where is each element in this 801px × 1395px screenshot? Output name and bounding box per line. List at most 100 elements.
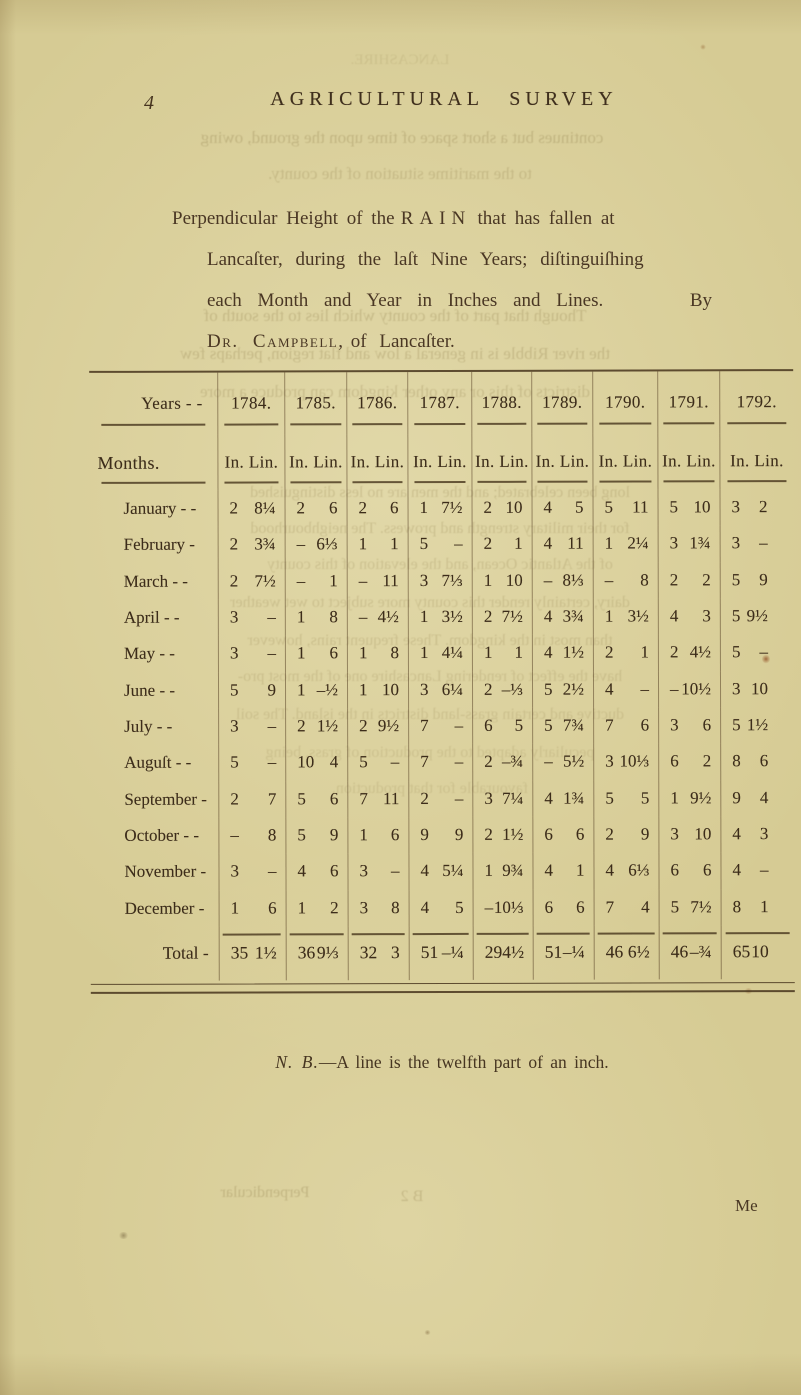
lines-value: 1¾ bbox=[563, 788, 585, 808]
cell-1791-february: 3 1¾ bbox=[657, 525, 720, 563]
inches-value: 4 bbox=[543, 497, 553, 517]
lines-value: 10 bbox=[750, 678, 769, 698]
cell-1788-january: 2 10 bbox=[471, 489, 532, 527]
intro-paragraph: Perpendicular Height of the RAIN that has … bbox=[172, 198, 717, 362]
lines-value: – bbox=[267, 716, 277, 736]
unit-header-1784: In. Lin. bbox=[217, 434, 285, 491]
cell-1791-may: 2 4½ bbox=[657, 634, 720, 672]
inches-value: 5 bbox=[543, 679, 553, 699]
inches-value: 6 bbox=[670, 860, 680, 880]
cell-1784-february: 2 3¾ bbox=[217, 526, 285, 564]
cell-1787-november: 4 5¼ bbox=[408, 853, 473, 890]
inches-value: 5 bbox=[669, 497, 679, 517]
rust-stain bbox=[744, 988, 753, 994]
inches-value: – bbox=[358, 607, 368, 627]
inches-value: 5 bbox=[544, 715, 553, 735]
cell-1791-total: 46 –¾ bbox=[658, 925, 721, 980]
table-row-years: Years - -1784. 1785. 1786. 1787. 1788. 1789. 1… bbox=[89, 369, 794, 435]
years-label: Years - - bbox=[89, 373, 217, 435]
cell-1787-february: 5– bbox=[407, 526, 472, 563]
row-label-june: June - - bbox=[123, 680, 176, 700]
catchword: Me bbox=[735, 1196, 758, 1215]
inches-value: 1 bbox=[483, 643, 493, 663]
inches-value: 1 bbox=[419, 498, 429, 518]
year-header-1787: 1787. bbox=[407, 371, 472, 435]
cell-1785-february: –6⅓ bbox=[284, 526, 347, 564]
table-rule-bottom bbox=[90, 982, 795, 994]
cell-1788-october: 2 1½ bbox=[472, 816, 533, 854]
lines-value: 3¾ bbox=[254, 534, 276, 554]
cell-1791-october: 3 10 bbox=[658, 816, 721, 853]
lines-value: 2½ bbox=[562, 679, 585, 699]
cell-1787-january: 1 7½ bbox=[407, 489, 472, 527]
inches-value: 4 bbox=[544, 788, 553, 808]
table-row-september: September -2 7 5 6 7 11 2–3 7¼ 4 1¾ 5 5 1 9½ 9 4 bbox=[90, 779, 795, 818]
lines-value: 4¼ bbox=[441, 643, 463, 663]
lines-value: –¼ bbox=[441, 942, 464, 963]
cell-1789-february: 4 11 bbox=[531, 525, 593, 563]
lines-value: 1 bbox=[575, 861, 585, 881]
lines-value: 1½ bbox=[502, 824, 524, 844]
inches-value: 5 bbox=[359, 752, 368, 772]
lines-value: 6 bbox=[390, 498, 399, 518]
lines-value: – bbox=[454, 752, 464, 772]
inches-value: 4 bbox=[669, 606, 679, 626]
inches-value: – bbox=[296, 571, 306, 591]
inches-value: 46 bbox=[605, 941, 624, 963]
bleedthrough-text: to the maritime situation of the county. bbox=[268, 164, 532, 183]
rust-stain bbox=[700, 44, 706, 50]
inches-value: 5 bbox=[230, 752, 239, 773]
cell-1792-june: 3 10 bbox=[719, 670, 795, 708]
inches-value: 4 bbox=[732, 824, 741, 844]
cell-1789-march: –8⅓ bbox=[531, 562, 593, 599]
inches-value: 3 bbox=[605, 752, 614, 772]
unit-header-1789: In. Lin. bbox=[531, 433, 593, 490]
lines-value: 8¼ bbox=[254, 498, 276, 518]
lines-value: 7½ bbox=[254, 571, 276, 591]
lines-value: 9 bbox=[640, 824, 650, 844]
inches-value: 5 bbox=[229, 680, 239, 700]
footnote-text: —A line is the twelfth part of an inch. bbox=[318, 1052, 609, 1072]
inches-value: 6 bbox=[484, 715, 493, 736]
inches-value: 1 bbox=[419, 607, 429, 627]
lines-value: – bbox=[640, 679, 650, 699]
cell-1784-january: 2 8¼ bbox=[217, 490, 285, 527]
cell-1788-june: 2 –⅓ bbox=[471, 671, 533, 708]
lines-value: 11 bbox=[382, 788, 400, 808]
lines-value: 7 bbox=[267, 789, 277, 809]
row-label-september: September - bbox=[124, 789, 207, 809]
cell-1792-total: 65 10 bbox=[720, 925, 795, 980]
lines-value: 8 bbox=[391, 897, 400, 917]
cell-1785-total: 36 9⅓ bbox=[285, 926, 348, 981]
inches-value: 7 bbox=[605, 715, 614, 735]
inches-value: 51 bbox=[544, 942, 563, 963]
rust-stain bbox=[762, 654, 770, 664]
lines-value: 5¼ bbox=[442, 861, 464, 881]
cell-1792-february: 3– bbox=[719, 525, 794, 562]
lines-value: 10 bbox=[505, 497, 523, 517]
inches-value: 2 bbox=[296, 498, 306, 518]
inches-value: – bbox=[543, 570, 553, 590]
inches-value: 2 bbox=[483, 607, 493, 627]
lines-value: – bbox=[267, 607, 276, 627]
cell-1788-march: 1 10 bbox=[471, 562, 532, 599]
cell-1791-june: –10½ bbox=[657, 670, 721, 708]
row-label-july: July - - bbox=[124, 716, 173, 736]
cell-1786-september: 7 11 bbox=[347, 780, 409, 818]
cell-1790-february: 1 2¼ bbox=[592, 525, 658, 563]
lines-value: 1 bbox=[760, 896, 769, 916]
cell-1785-march: –1 bbox=[284, 562, 347, 600]
inches-value: 6 bbox=[670, 751, 679, 771]
